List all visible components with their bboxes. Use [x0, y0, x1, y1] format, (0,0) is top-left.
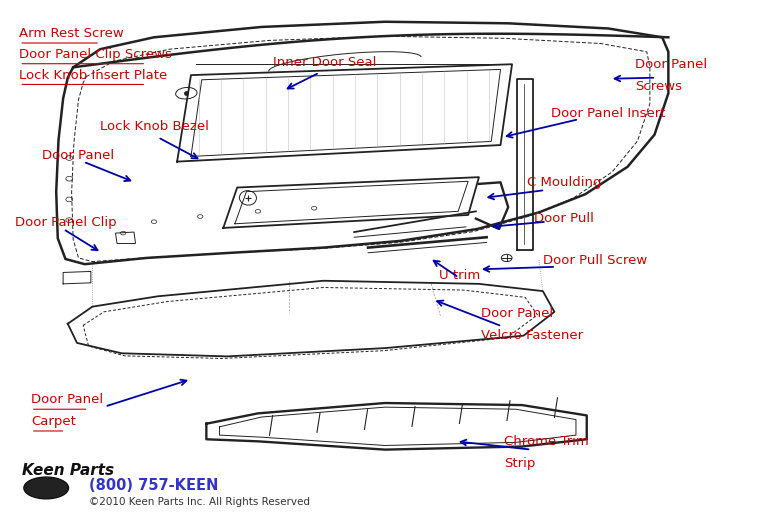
Text: Carpet: Carpet: [31, 415, 75, 428]
Text: Door Panel: Door Panel: [481, 307, 554, 320]
Text: (800) 757-KEEN: (800) 757-KEEN: [89, 479, 218, 493]
Text: Lock Knob Bezel: Lock Knob Bezel: [100, 120, 209, 134]
Text: C Moulding: C Moulding: [527, 176, 602, 189]
Text: ©2010 Keen Parts Inc. All Rights Reserved: ©2010 Keen Parts Inc. All Rights Reserve…: [89, 497, 310, 508]
Text: Screws: Screws: [635, 80, 682, 93]
Text: Arm Rest Screw: Arm Rest Screw: [19, 27, 124, 40]
Text: Velcro Fastener: Velcro Fastener: [481, 328, 584, 342]
Text: Strip: Strip: [504, 456, 536, 470]
Text: Door Panel Clip Screws: Door Panel Clip Screws: [19, 48, 172, 61]
Text: Chrome Trim: Chrome Trim: [504, 435, 589, 448]
Text: Door Panel Insert: Door Panel Insert: [551, 107, 665, 121]
Text: Door Pull: Door Pull: [534, 212, 594, 225]
Text: Lock Knob Insert Plate: Lock Knob Insert Plate: [19, 68, 168, 82]
Text: Door Panel: Door Panel: [42, 149, 115, 162]
Text: Door Panel: Door Panel: [635, 58, 708, 71]
Text: U trim: U trim: [439, 269, 480, 282]
Text: Door Panel Clip: Door Panel Clip: [15, 216, 117, 229]
Text: Keen Parts: Keen Parts: [22, 463, 114, 478]
Ellipse shape: [24, 477, 69, 499]
Text: Door Pull Screw: Door Pull Screw: [543, 253, 647, 267]
Text: Door Panel: Door Panel: [31, 393, 103, 407]
Text: Inner Door Seal: Inner Door Seal: [273, 55, 377, 69]
